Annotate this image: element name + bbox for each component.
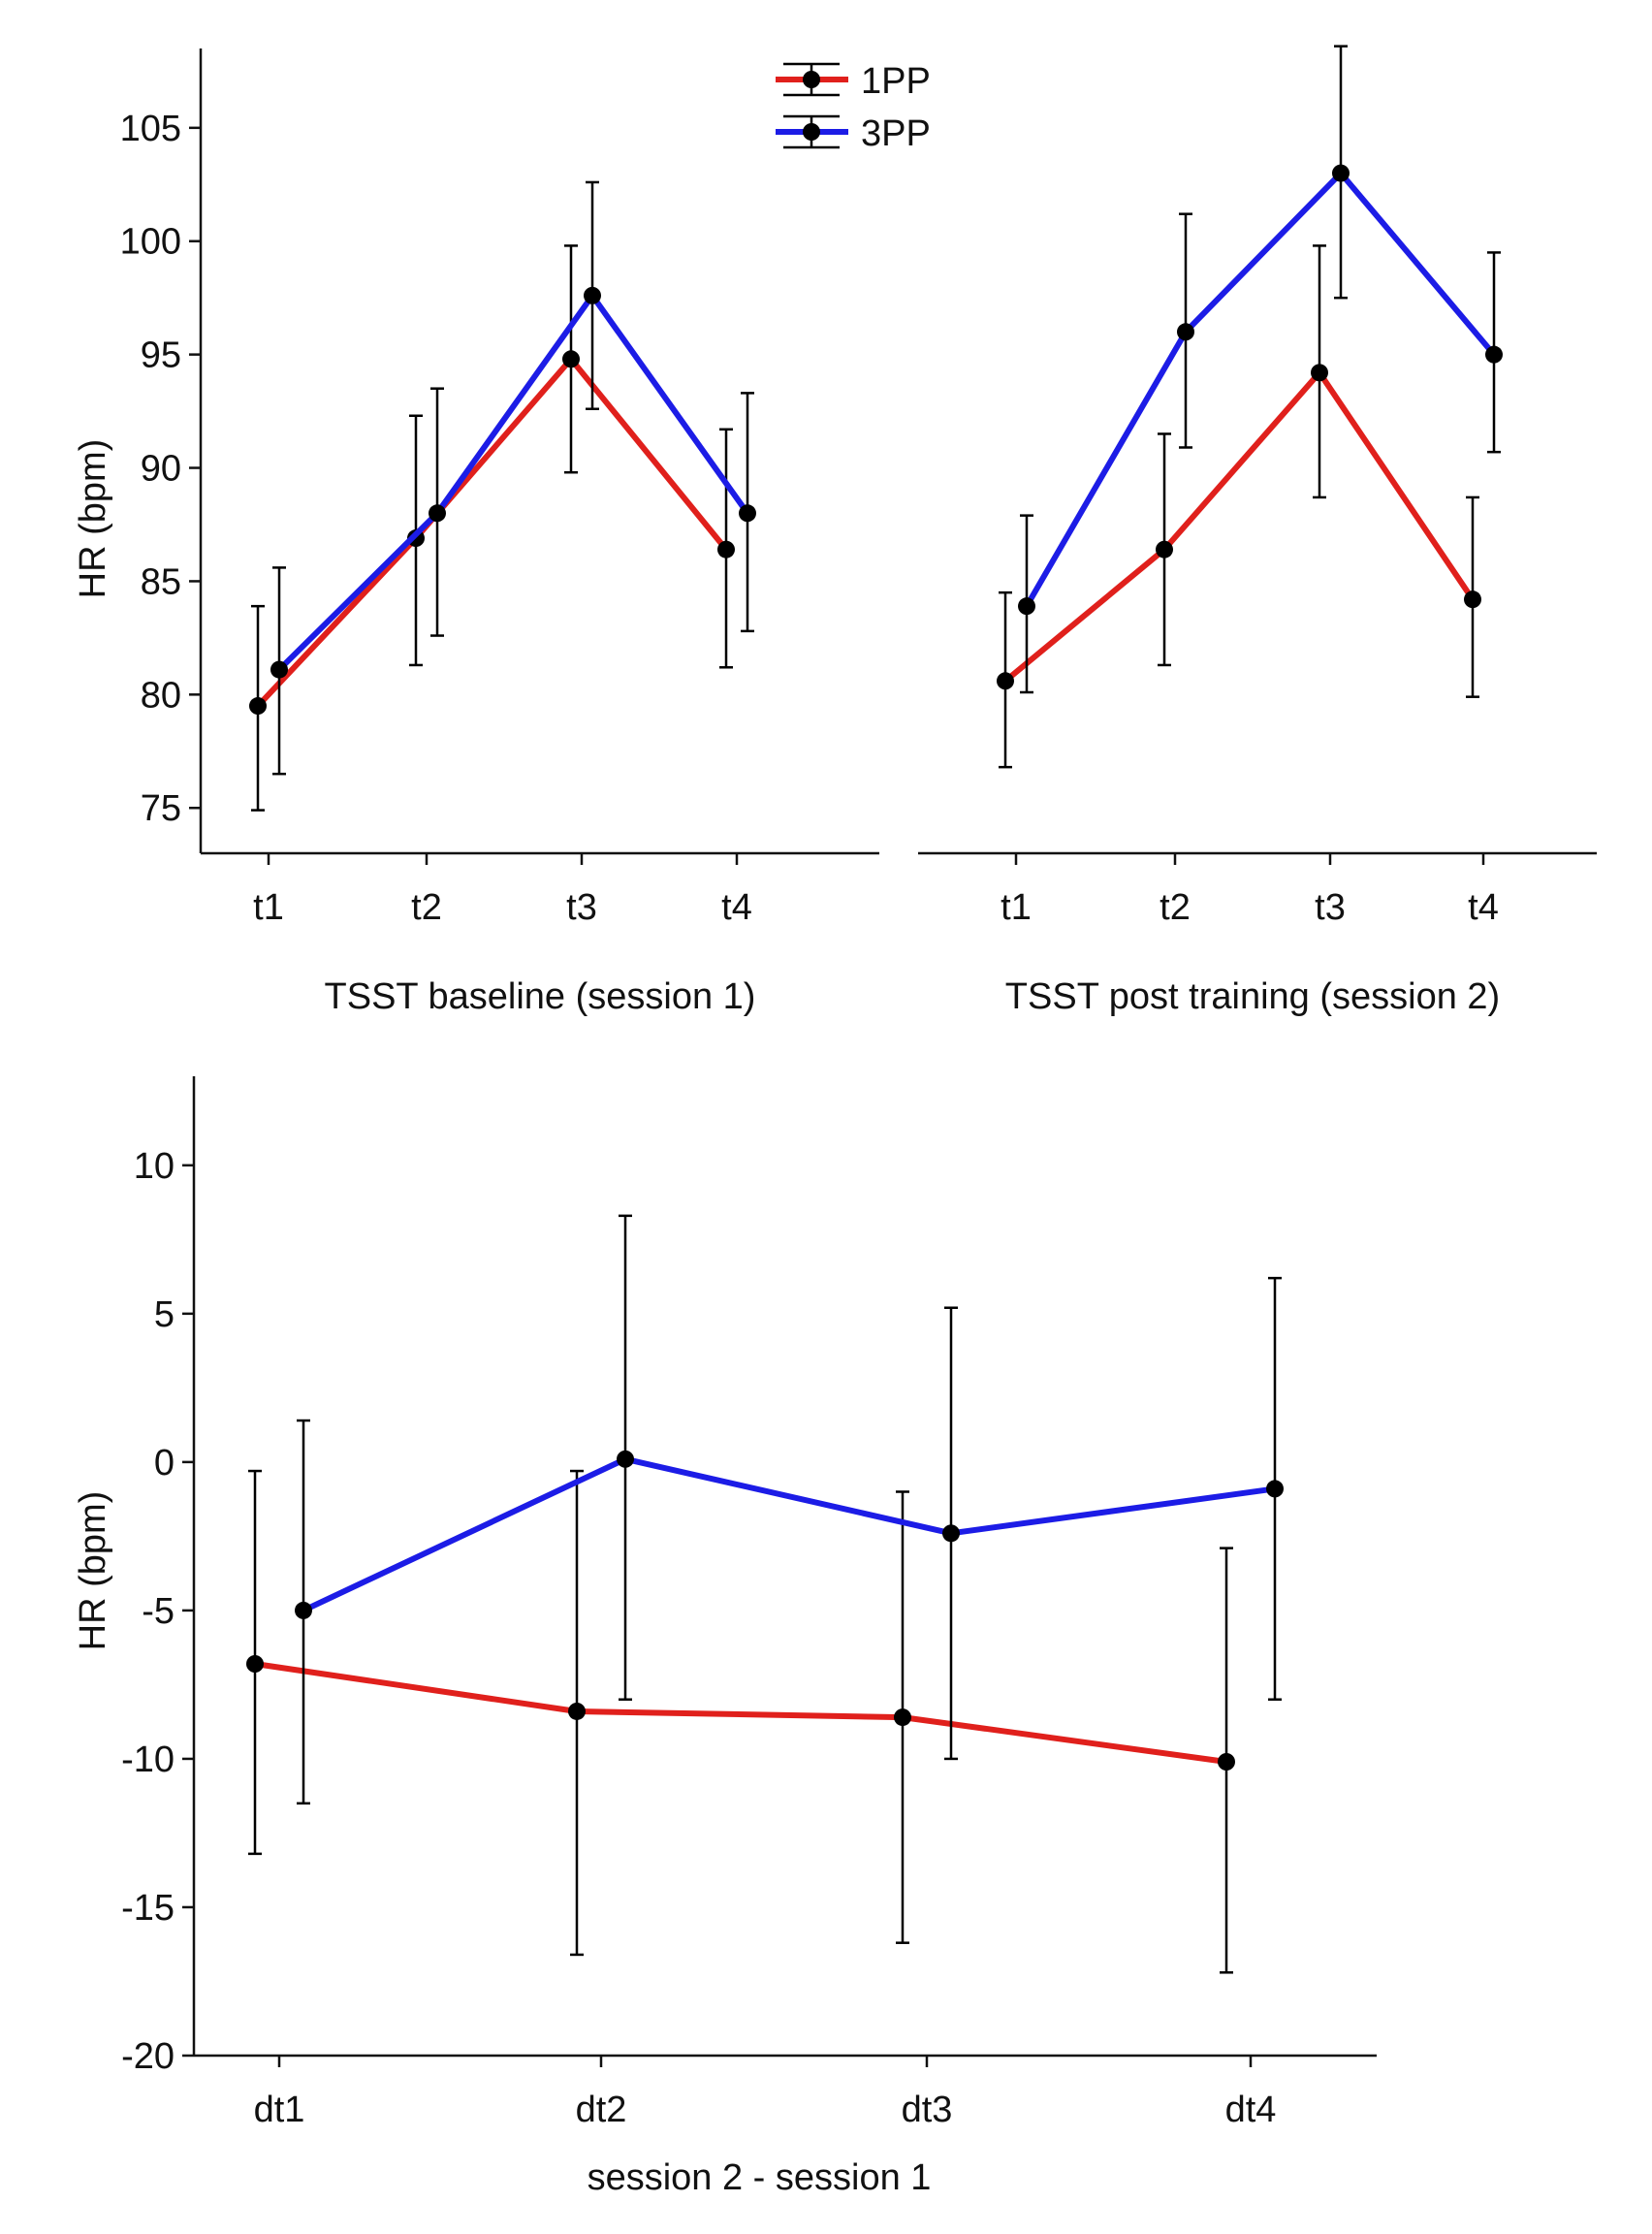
data-point-1pp-t1 — [249, 697, 267, 716]
data-point-1pp-t2 — [1156, 540, 1173, 558]
series-1pp — [249, 244, 735, 812]
y-axis-title: HR (bpm) — [73, 439, 113, 599]
data-point-3pp-t4 — [1485, 345, 1503, 364]
x-axis-title: TSST post training (session 2) — [1005, 976, 1500, 1017]
series-3pp — [270, 180, 756, 776]
series-line-3pp — [302, 1455, 1276, 1613]
panel-tsst-baseline: 75 80 85 90 95 100 105 t1 t2 t3 t4 TSST baseline (s… — [73, 48, 879, 1017]
y-tick-label: 100 — [120, 222, 181, 263]
x-tick-label-t2: t2 — [1160, 887, 1191, 928]
data-point-3pp-dt3 — [942, 1524, 960, 1543]
x-tick-label-dt2: dt2 — [576, 2090, 627, 2130]
x-tick-label-t4: t4 — [1468, 887, 1499, 928]
series-1pp — [246, 1469, 1235, 1974]
data-point-3pp-t1 — [270, 660, 288, 679]
legend: 1PP 3PP — [776, 61, 931, 154]
y-tick-label: -15 — [121, 1888, 175, 1929]
y-axis-title: HR (bpm) — [73, 1491, 113, 1651]
data-point-1pp-dt4 — [1218, 1753, 1235, 1771]
y-tick-label: -10 — [121, 1739, 175, 1780]
legend-marker-3pp — [803, 123, 820, 141]
x-tick-label-t4: t4 — [721, 887, 752, 928]
data-point-3pp-t1 — [1018, 597, 1035, 616]
series-3pp — [1018, 45, 1503, 694]
series-line-1pp — [1003, 369, 1476, 684]
data-point-1pp-dt1 — [246, 1655, 264, 1673]
series-line-1pp — [254, 1661, 1227, 1765]
data-point-1pp-t4 — [717, 540, 735, 558]
x-tick-label-t3: t3 — [566, 887, 597, 928]
series-3pp — [295, 1214, 1284, 1805]
series-1pp — [997, 244, 1481, 769]
series-line-3pp — [1024, 170, 1497, 608]
data-point-1pp-t3 — [562, 350, 580, 368]
legend-label-1pp: 1PP — [861, 61, 931, 102]
data-point-1pp-dt3 — [894, 1708, 911, 1727]
panel-session-difference: -20 -15 -10 -5 0 5 10 dt1 dt2 dt3 dt4 session 2 - s… — [73, 1076, 1377, 2198]
data-point-3pp-t3 — [1332, 164, 1350, 182]
x-tick-label-t1: t1 — [1001, 887, 1032, 928]
data-point-1pp-dt2 — [568, 1702, 586, 1720]
panel-tsst-post-training: t1 t2 t3 t4 TSST post training (session 2) — [918, 45, 1597, 1017]
x-tick-label-dt3: dt3 — [902, 2090, 953, 2130]
data-point-3pp-dt2 — [617, 1450, 634, 1468]
y-tick-label: 10 — [134, 1146, 175, 1187]
y-tick-label: -5 — [142, 1591, 175, 1632]
data-point-3pp-t2 — [429, 504, 446, 523]
y-tick-label: 75 — [141, 788, 181, 829]
x-tick-label-t2: t2 — [411, 887, 442, 928]
x-tick-label-t3: t3 — [1315, 887, 1346, 928]
data-point-1pp-t3 — [1311, 364, 1328, 382]
series-line-1pp — [255, 356, 729, 709]
y-tick-label: 5 — [154, 1294, 175, 1335]
data-point-3pp-t4 — [739, 504, 756, 523]
y-tick-label: 80 — [141, 675, 181, 716]
y-tick-label: 105 — [120, 109, 181, 149]
data-point-3pp-t3 — [584, 286, 601, 304]
x-axis-title: TSST baseline (session 1) — [325, 976, 756, 1017]
legend-label-3pp: 3PP — [861, 113, 931, 154]
y-tick-label: 90 — [141, 449, 181, 490]
series-line-3pp — [276, 292, 750, 672]
x-tick-label-dt4: dt4 — [1225, 2090, 1277, 2130]
y-tick-label: -20 — [121, 2036, 175, 2077]
legend-marker-1pp — [803, 71, 820, 88]
data-point-1pp-t4 — [1464, 590, 1481, 609]
data-point-3pp-dt4 — [1266, 1480, 1284, 1498]
y-tick-label: 85 — [141, 561, 181, 602]
y-tick-label: 0 — [154, 1443, 175, 1484]
data-point-1pp-t1 — [997, 672, 1014, 690]
data-point-3pp-t2 — [1177, 323, 1194, 341]
x-tick-label-t1: t1 — [253, 887, 284, 928]
y-tick-label: 95 — [141, 335, 181, 376]
data-point-3pp-dt1 — [295, 1601, 312, 1619]
x-axis-title: session 2 - session 1 — [588, 2157, 932, 2198]
x-tick-label-dt1: dt1 — [254, 2090, 305, 2130]
